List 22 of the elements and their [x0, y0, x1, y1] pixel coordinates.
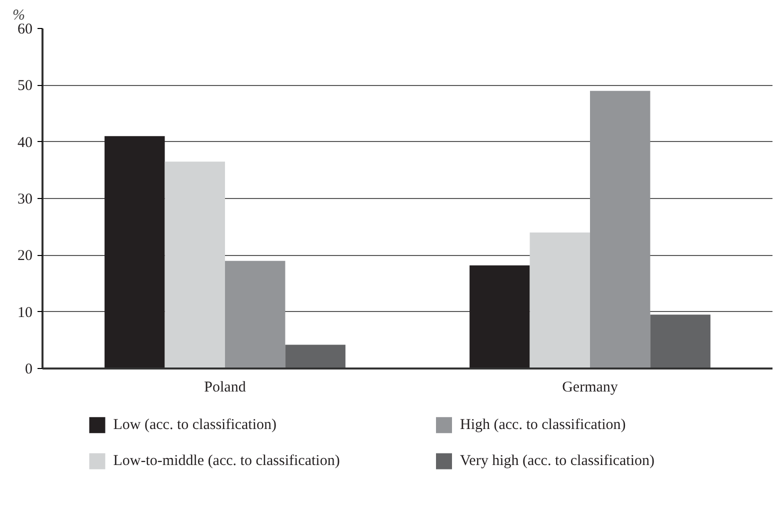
x-tick-label: Germany [562, 380, 618, 396]
x-tick-label: Poland [204, 380, 246, 396]
y-tick-label: 10 [18, 304, 32, 321]
y-tick-label: 30 [18, 192, 32, 208]
legend-label: Low-to-middle (acc. to classification) [113, 453, 340, 470]
y-tick-label: 0 [25, 362, 32, 378]
bar [530, 232, 590, 368]
y-axis-title: % [12, 8, 25, 24]
bar [225, 260, 286, 368]
y-tick-label: 60 [18, 22, 32, 38]
bar [164, 162, 225, 368]
y-tick-label: 20 [18, 248, 32, 264]
bar [104, 136, 165, 368]
legend-label: Very high (acc. to classification) [460, 453, 655, 470]
bar [285, 344, 346, 368]
legend-label: Low (acc. to classification) [113, 417, 277, 434]
bar [470, 265, 530, 368]
bar [650, 314, 710, 368]
legend-label: High (acc. to classification) [460, 417, 626, 434]
y-tick-label: 50 [18, 78, 32, 94]
bar [590, 90, 650, 368]
y-tick-label: 40 [18, 134, 32, 151]
